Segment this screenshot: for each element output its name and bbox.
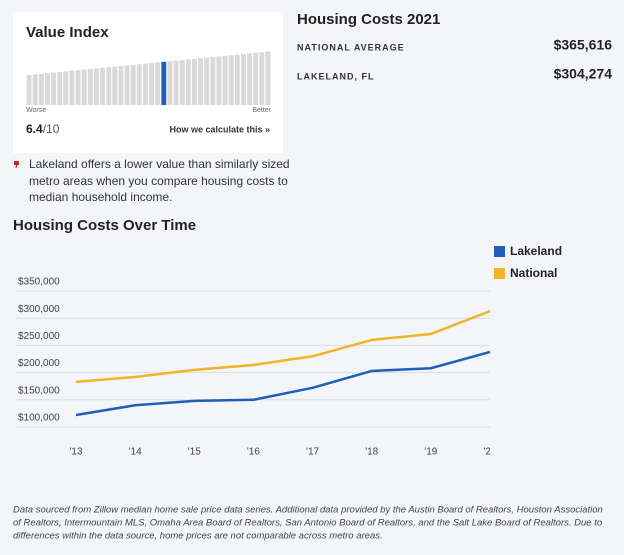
y-tick-label: $350,000 — [18, 277, 60, 288]
gauge-bar — [216, 56, 222, 105]
score-suffix: /10 — [43, 122, 60, 136]
gauge-bar — [142, 63, 148, 105]
y-tick-label: $200,000 — [18, 358, 60, 369]
gauge-bar — [173, 60, 179, 105]
value-index-title: Value Index — [26, 24, 109, 41]
gauge-bar — [247, 53, 253, 105]
gauge-bar — [253, 52, 259, 105]
y-tick-label: $100,000 — [18, 413, 60, 424]
gauge-bar — [167, 61, 173, 105]
cost-value: $365,616 — [554, 37, 613, 53]
legend-swatch — [494, 246, 505, 257]
x-tick-label: '19 — [424, 447, 437, 458]
chart: $100,000 $150,000 $200,000 $250,000 $300,000… — [16, 244, 562, 458]
footnote-line: differences within the data source, home… — [13, 531, 383, 542]
gauge-bar — [234, 54, 240, 105]
x-tick-label: '20 — [483, 447, 496, 458]
x-tick-label: '13 — [69, 447, 82, 458]
gauge-bar — [191, 58, 197, 105]
gauge-bar — [69, 70, 75, 105]
gauge-bar — [118, 66, 124, 105]
gauge-bar — [75, 70, 81, 105]
gauge-bar — [26, 75, 32, 105]
gauge-bar — [198, 58, 204, 105]
gauge-bar — [87, 69, 93, 105]
note-line: median household income. — [29, 190, 172, 204]
gauge-bar — [51, 72, 57, 105]
chart-title: Housing Costs Over Time — [13, 217, 196, 234]
series-line — [75, 309, 491, 384]
gauge-bar — [149, 63, 155, 105]
gauge-bar — [155, 62, 161, 105]
x-axis: '13 '14 '15 '16 '17 '18 '19 '20 — [69, 447, 496, 458]
note-line: Lakeland offers a lower value than simil… — [29, 157, 290, 171]
x-tick-label: '14 — [129, 447, 142, 458]
score: 6.4/10 — [26, 122, 60, 136]
note-line: metro areas when you compare housing cos… — [29, 174, 288, 188]
legend-label: Lakeland — [510, 244, 562, 258]
scale-high: Better — [252, 107, 271, 114]
gauge-bar — [228, 55, 234, 105]
gauge-bar — [112, 66, 118, 105]
gauge-bar — [204, 57, 210, 105]
gauge-bar — [185, 59, 191, 105]
gauge-bar — [38, 73, 44, 105]
cost-label: LAKELAND, FL — [297, 71, 375, 81]
footnote-line: Data sourced from Zillow median home sal… — [13, 505, 603, 516]
gauge-bar — [93, 68, 99, 105]
gauge-bar — [222, 55, 228, 105]
footnote-line: of Realtors, Intermountain MLS, Omaha Ar… — [13, 518, 602, 529]
gauge-bar — [130, 64, 136, 105]
scale-low: Worse — [26, 107, 46, 114]
gauge-bar — [32, 74, 38, 105]
gauge-bar — [136, 64, 142, 105]
x-tick-label: '18 — [365, 447, 378, 458]
gauge — [26, 51, 271, 105]
y-tick-label: $150,000 — [18, 385, 60, 396]
gauge-bar — [100, 67, 106, 105]
costs-title: Housing Costs 2021 — [297, 11, 440, 28]
x-tick-label: '15 — [188, 447, 201, 458]
gauge-bar — [57, 72, 63, 105]
y-tick-label: $250,000 — [18, 331, 60, 342]
gauge-bar — [265, 51, 271, 105]
gauge-bar — [259, 52, 265, 105]
gauge-bar — [63, 71, 69, 105]
gauge-bar — [161, 61, 167, 105]
thumbs-down-icon — [14, 161, 19, 168]
gauge-bar — [240, 54, 246, 105]
gauge-bar — [81, 69, 87, 105]
gauge-bar — [210, 57, 216, 105]
legend-label: National — [510, 266, 557, 280]
score-value: 6.4 — [26, 122, 43, 136]
x-tick-label: '17 — [306, 447, 319, 458]
gauge-bar — [106, 67, 112, 105]
gauge-bar — [44, 73, 50, 105]
gauge-bar — [124, 65, 130, 105]
gauge-bar — [179, 60, 185, 105]
calc-link[interactable]: How we calculate this » — [169, 124, 270, 134]
cost-value: $304,274 — [554, 66, 613, 82]
cost-label: NATIONAL AVERAGE — [297, 42, 405, 52]
y-tick-label: $300,000 — [18, 304, 60, 315]
x-tick-label: '16 — [247, 447, 260, 458]
series-line — [75, 350, 491, 417]
legend-swatch — [494, 268, 505, 279]
